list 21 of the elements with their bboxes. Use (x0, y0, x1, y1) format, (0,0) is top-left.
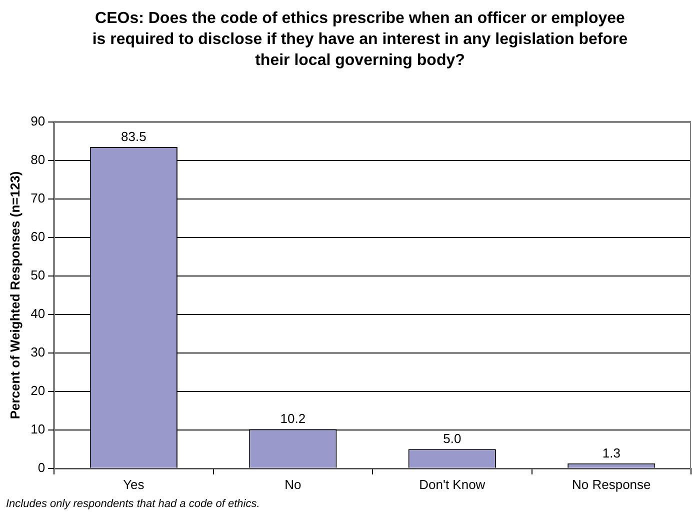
y-tick-label: 30 (30, 344, 46, 360)
y-tick-label: 60 (30, 229, 46, 244)
data-label: 10.2 (280, 411, 306, 426)
text: Includes only respondents that had a code of ethics. (6, 498, 260, 510)
x-tick-label: Don't Know (419, 476, 486, 492)
y-axis-title: Percent of Weighted Responses (n=123) (7, 171, 22, 420)
chart-title: CEOs: Does the code of ethics prescribe when an officer or employee is required to disclose if they have an interest in any legislation before their local governing body? (91, 9, 629, 71)
y-tick-label: 70 (30, 190, 46, 206)
y-tick-label: 50 (30, 268, 46, 283)
y-tick-label: 40 (30, 306, 46, 322)
data-label: 83.5 (121, 129, 146, 144)
y-tick-label: 80 (30, 152, 46, 168)
data-label: 5.0 (443, 431, 462, 446)
x-tick-label: Yes (123, 476, 145, 492)
y-tick-label: 10 (30, 421, 46, 436)
y-tick-label: 20 (30, 383, 46, 398)
data-label: 1.3 (602, 445, 620, 460)
y-tick-label: 0 (38, 460, 46, 475)
x-tick-label: No (284, 476, 302, 492)
x-tick-label: No Response (572, 476, 651, 492)
y-tick-label: 90 (30, 114, 46, 129)
